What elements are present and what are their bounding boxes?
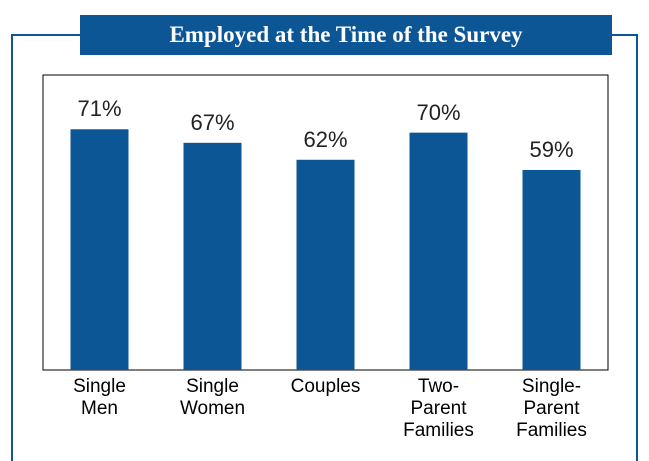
bar: [522, 169, 581, 370]
bar: [70, 129, 129, 370]
x-tick-label: Single Women: [179, 376, 246, 419]
x-tick-label: Two-Parent Families: [403, 376, 474, 441]
value-label: 71%: [77, 96, 122, 122]
bar: [296, 159, 355, 370]
bar: [409, 132, 468, 370]
frame-right: [612, 34, 638, 461]
x-tick-label: Single Men: [73, 376, 126, 419]
x-tick-label: Couples: [290, 376, 361, 397]
value-label: 59%: [529, 136, 574, 162]
value-label: 62%: [303, 126, 348, 152]
value-label: 70%: [416, 99, 461, 125]
value-label: 67%: [190, 109, 235, 135]
chart-title: Employed at the Time of the Survey: [80, 15, 612, 55]
x-tick-label: Single-Parent Families: [516, 376, 587, 441]
frame-left: [11, 34, 80, 461]
bar: [183, 142, 242, 370]
